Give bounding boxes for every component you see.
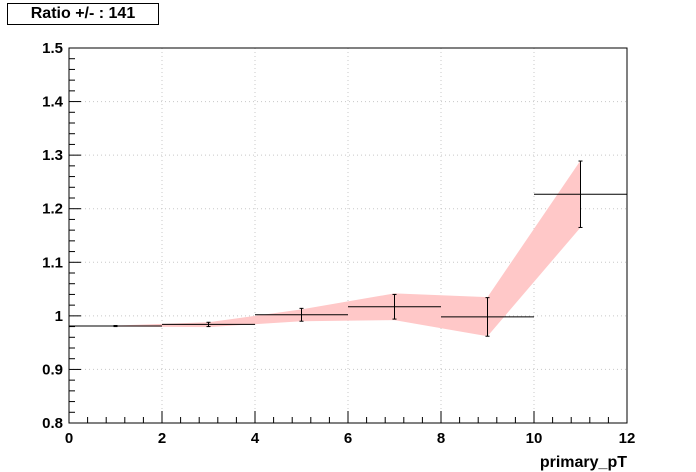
grid-lines <box>69 48 627 423</box>
x-tick-label: 8 <box>437 430 445 447</box>
data-point <box>69 325 162 328</box>
data-point <box>441 297 534 337</box>
y-tick-label: 1 <box>55 308 63 325</box>
tick-labels: 0 2 4 6 8 10 12 0.8 0.9 1 1.1 1.2 1.3 1.4 1.5 <box>42 40 635 447</box>
data-point <box>534 160 627 228</box>
data-point <box>162 321 255 328</box>
data-point <box>348 293 441 320</box>
y-tick-label: 1.5 <box>42 40 63 57</box>
x-axis-title: primary_pT <box>540 454 627 471</box>
data-point <box>255 307 348 322</box>
y-tick-label: 0.8 <box>42 415 63 432</box>
x-tick-label: 12 <box>619 430 636 447</box>
y-tick-label: 1.2 <box>42 201 63 218</box>
axis-ticks <box>68 47 628 424</box>
x-tick-label: 0 <box>65 430 73 447</box>
data-points <box>69 160 627 337</box>
x-tick-label: 2 <box>158 430 166 447</box>
x-tick-label: 4 <box>251 430 260 447</box>
chart-title: Ratio +/- : 141 <box>7 3 159 25</box>
y-tick-label: 0.9 <box>42 361 63 378</box>
x-tick-label: 6 <box>344 430 352 447</box>
y-tick-label: 1.4 <box>42 94 64 111</box>
y-tick-label: 1.1 <box>42 254 63 271</box>
y-tick-label: 1.3 <box>42 147 63 164</box>
x-tick-label: 10 <box>526 430 543 447</box>
